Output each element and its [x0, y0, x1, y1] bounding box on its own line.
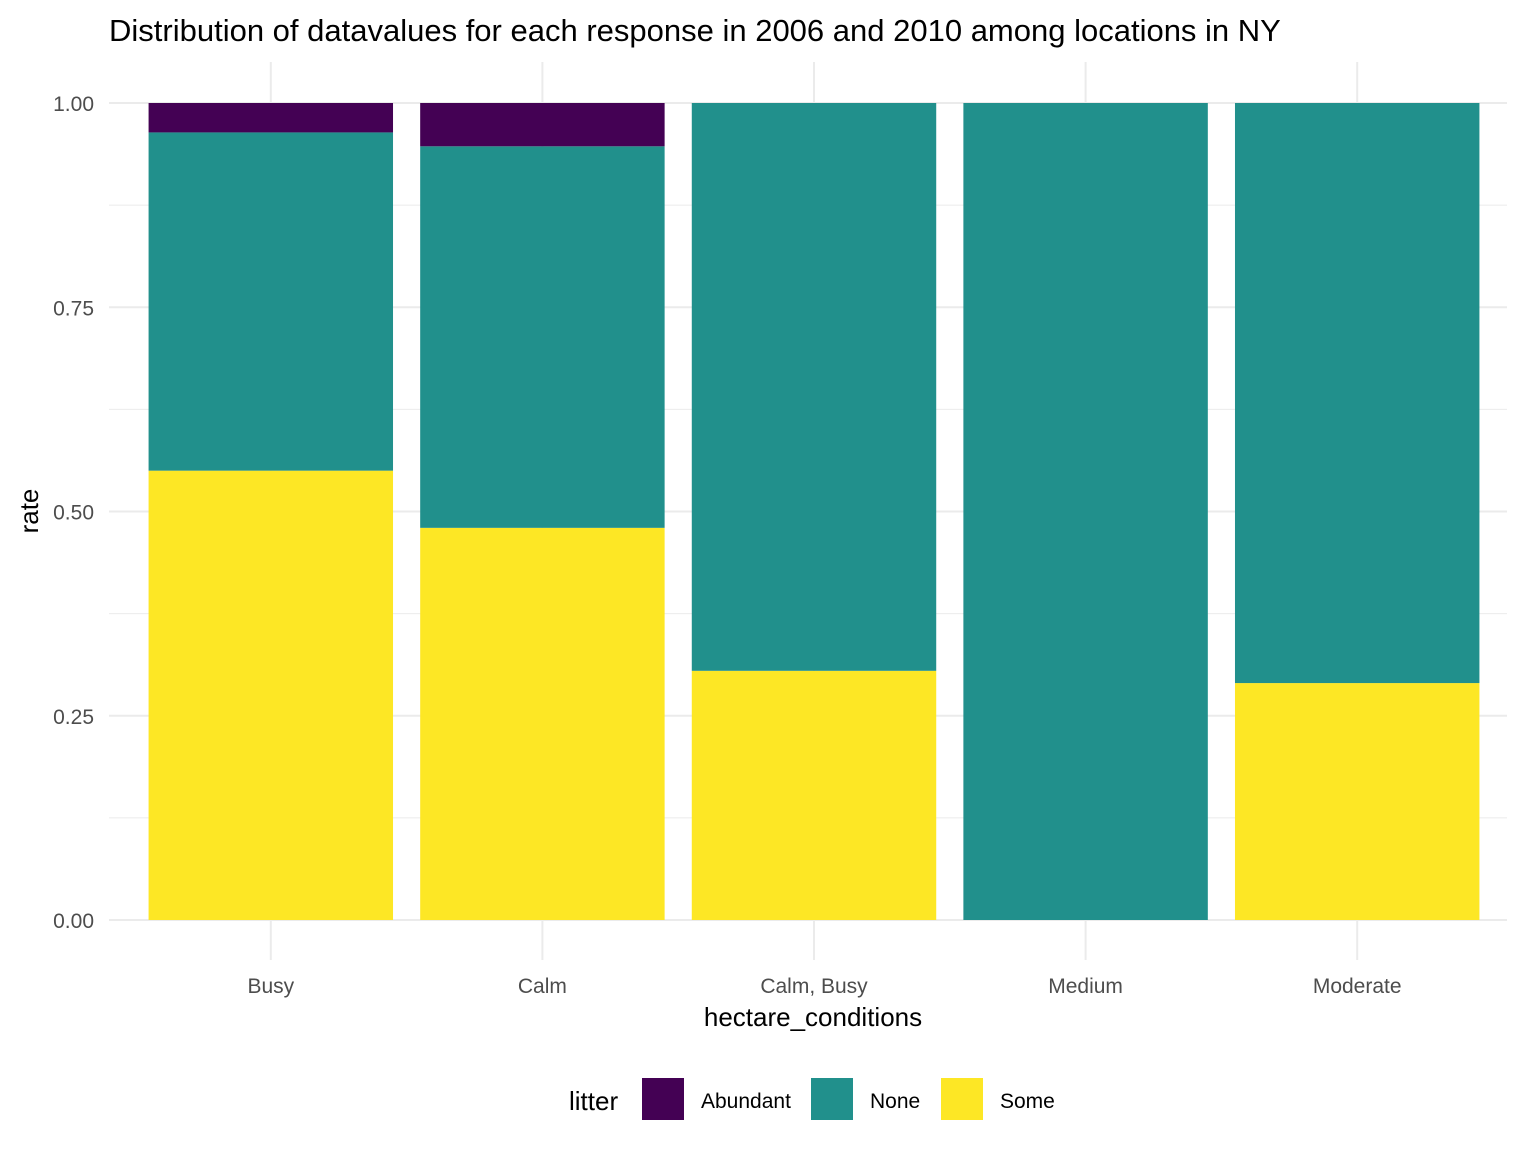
y-tick-label: 1.00: [53, 93, 94, 116]
bar-segment-none-busy: [148, 132, 394, 471]
bar-segment-some-busy: [148, 470, 394, 920]
bar-segment-none-moderate: [1234, 103, 1480, 684]
legend: litter Abundant None Some: [569, 1078, 1055, 1120]
y-axis-ticks: 0.00 0.25 0.50 0.75 1.00: [53, 93, 94, 933]
y-tick-label: 0.00: [53, 910, 94, 933]
y-axis-title: rate: [14, 489, 44, 534]
legend-label-abundant: Abundant: [701, 1090, 791, 1113]
y-tick-label: 0.50: [53, 502, 94, 525]
bar-segment-some-calm: [420, 527, 665, 920]
legend-key-abundant: [642, 1078, 684, 1120]
bar-segment-none-medium: [963, 103, 1208, 920]
bar-segment-none-calm: [420, 146, 665, 528]
x-tick-label: Calm, Busy: [760, 975, 868, 998]
bar-segment-none-calm-busy: [691, 103, 937, 671]
x-tick-label: Moderate: [1313, 975, 1402, 998]
legend-label-some: Some: [1000, 1090, 1055, 1113]
bar-segment-abundant-calm: [420, 103, 665, 147]
x-axis-ticks: Busy Calm Calm, Busy Medium Moderate: [247, 975, 1401, 998]
legend-key-none: [811, 1078, 853, 1120]
legend-key-some: [941, 1078, 983, 1120]
legend-title: litter: [569, 1086, 618, 1116]
legend-label-none: None: [870, 1090, 920, 1113]
x-tick-label: Medium: [1048, 975, 1123, 998]
x-tick-label: Calm: [518, 975, 567, 998]
bar-segment-some-moderate: [1234, 683, 1480, 920]
bars: [148, 103, 1480, 920]
y-tick-label: 0.25: [53, 706, 94, 729]
y-tick-label: 0.75: [53, 297, 94, 320]
x-tick-label: Busy: [247, 975, 294, 998]
bar-segment-some-calm-busy: [691, 670, 937, 920]
bar-segment-abundant-busy: [148, 103, 394, 133]
x-axis-title: hectare_conditions: [704, 1002, 922, 1032]
chart-title: Distribution of datavalues for each resp…: [109, 13, 1281, 48]
